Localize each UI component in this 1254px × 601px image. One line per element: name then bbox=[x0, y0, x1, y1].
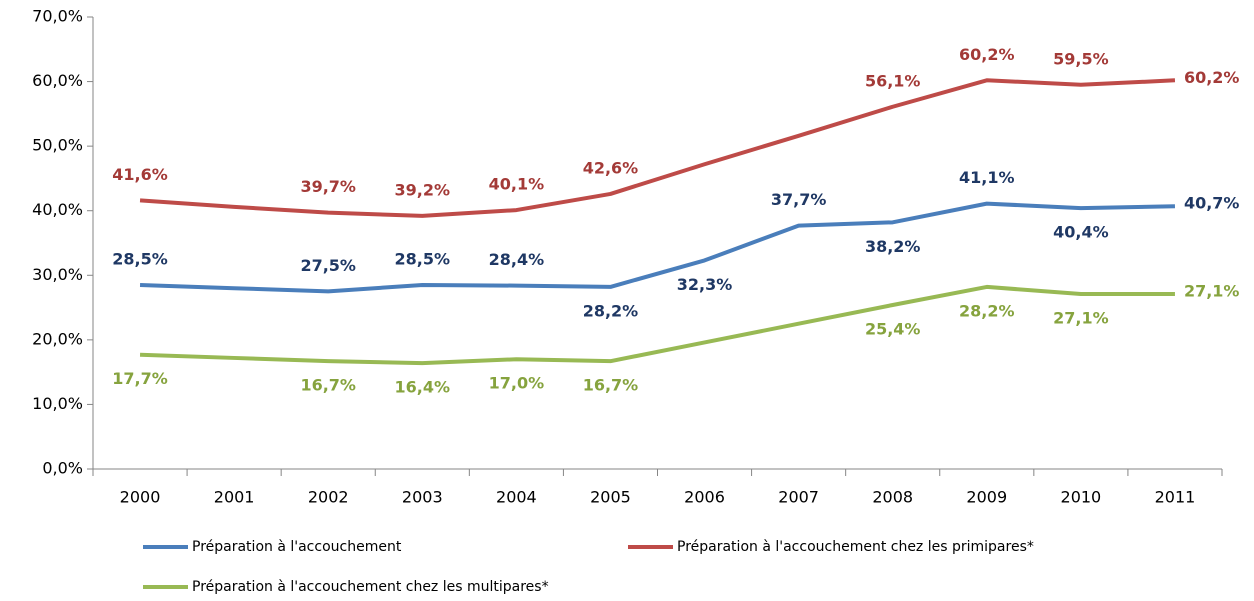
legend-label: Préparation à l'accouchement chez les pr… bbox=[677, 539, 1034, 555]
series-line bbox=[139, 201, 1176, 294]
value-label: 40,1% bbox=[489, 175, 545, 194]
value-label: 28,5% bbox=[395, 249, 451, 268]
value-label: 40,7% bbox=[1184, 194, 1240, 213]
value-label: 42,6% bbox=[583, 158, 639, 177]
value-label: 25,4% bbox=[865, 319, 921, 338]
legend-label: Préparation à l'accouchement chez les mu… bbox=[192, 579, 549, 595]
y-tick-label: 0,0% bbox=[42, 459, 83, 478]
x-tick-label: 2008 bbox=[872, 488, 913, 507]
value-label: 27,5% bbox=[300, 256, 356, 275]
value-label: 28,5% bbox=[112, 249, 168, 268]
series-line bbox=[139, 284, 1175, 366]
value-label: 17,7% bbox=[112, 369, 168, 388]
value-label: 28,4% bbox=[489, 250, 545, 269]
value-label: 17,0% bbox=[489, 374, 545, 393]
y-tick-label: 20,0% bbox=[32, 329, 83, 348]
x-tick-label: 2006 bbox=[684, 488, 725, 507]
x-tick-label: 2007 bbox=[778, 488, 819, 507]
value-label: 41,1% bbox=[959, 168, 1015, 187]
value-label: 32,3% bbox=[677, 275, 733, 294]
x-tick-label: 2010 bbox=[1061, 488, 1102, 507]
value-label: 59,5% bbox=[1053, 49, 1109, 68]
x-tick-label: 2011 bbox=[1155, 488, 1196, 507]
x-tick-label: 2002 bbox=[308, 488, 349, 507]
value-label: 27,1% bbox=[1184, 282, 1240, 301]
value-label: 60,2% bbox=[959, 45, 1015, 64]
value-label: 39,2% bbox=[395, 180, 451, 199]
value-label: 28,2% bbox=[959, 301, 1015, 320]
y-tick-label: 60,0% bbox=[32, 71, 83, 90]
y-tick-label: 50,0% bbox=[32, 136, 83, 155]
x-tick-label: 2009 bbox=[966, 488, 1007, 507]
value-label: 27,1% bbox=[1053, 309, 1109, 328]
x-tick-label: 2005 bbox=[590, 488, 631, 507]
legend-label: Préparation à l'accouchement bbox=[192, 539, 402, 555]
value-label: 28,2% bbox=[583, 301, 639, 320]
value-label: 56,1% bbox=[865, 71, 921, 90]
value-label: 16,7% bbox=[583, 376, 639, 395]
y-tick-label: 40,0% bbox=[32, 200, 83, 219]
value-label: 60,2% bbox=[1184, 68, 1240, 87]
x-tick-label: 2003 bbox=[402, 488, 443, 507]
x-tick-label: 2001 bbox=[214, 488, 255, 507]
y-tick-label: 30,0% bbox=[32, 265, 83, 284]
value-label: 16,4% bbox=[395, 378, 451, 397]
value-label: 41,6% bbox=[112, 165, 168, 184]
value-label: 38,2% bbox=[865, 237, 921, 256]
value-label: 40,4% bbox=[1053, 223, 1109, 242]
y-tick-label: 70,0% bbox=[32, 7, 83, 26]
value-label: 37,7% bbox=[771, 190, 827, 209]
x-tick-label: 2004 bbox=[496, 488, 537, 507]
y-tick-label: 10,0% bbox=[32, 394, 83, 413]
series-line bbox=[139, 78, 1176, 218]
value-label: 39,7% bbox=[300, 177, 356, 196]
value-label: 16,7% bbox=[300, 376, 356, 395]
x-tick-label: 2000 bbox=[120, 488, 161, 507]
